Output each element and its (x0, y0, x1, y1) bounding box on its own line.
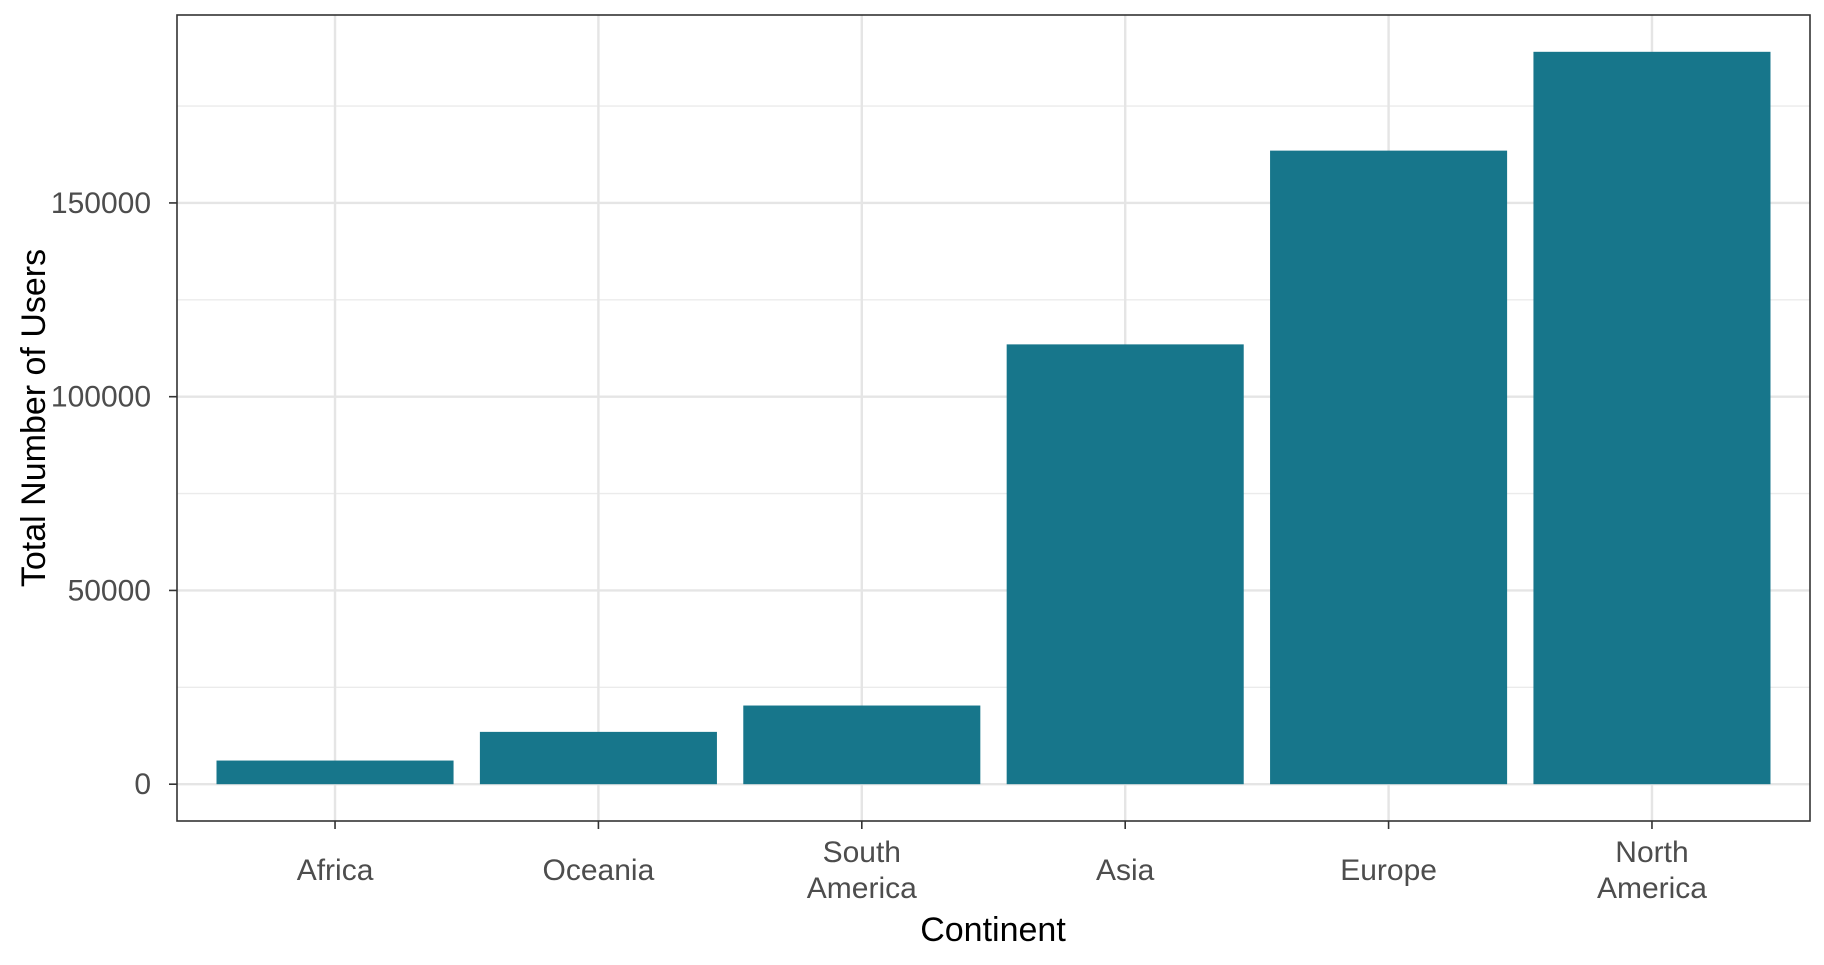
x-tick-label: America (807, 872, 917, 905)
bars (216, 51, 1771, 785)
bar (1270, 150, 1508, 785)
bar (479, 731, 717, 785)
bar (1533, 51, 1771, 785)
axis-ticks (169, 202, 1653, 829)
y-tick-label: 50000 (68, 574, 151, 607)
bar (743, 705, 981, 785)
x-tick-label: Europe (1340, 854, 1437, 887)
plot-border (176, 14, 1811, 822)
x-axis-title: Continent (920, 911, 1066, 949)
y-tick-label: 0 (134, 768, 151, 801)
bar (216, 760, 454, 785)
y-axis-title: Total Number of Users (15, 249, 53, 587)
y-tick-label: 100000 (51, 381, 151, 414)
y-tick-label: 150000 (51, 187, 151, 220)
x-tick-label: Oceania (543, 854, 655, 887)
x-tick-label: Africa (297, 854, 374, 887)
x-tick-label: North (1615, 836, 1688, 869)
x-tick-label: America (1597, 872, 1707, 905)
x-tick-label: South (823, 836, 901, 869)
bar (1006, 344, 1244, 785)
x-tick-label: Asia (1096, 854, 1155, 887)
